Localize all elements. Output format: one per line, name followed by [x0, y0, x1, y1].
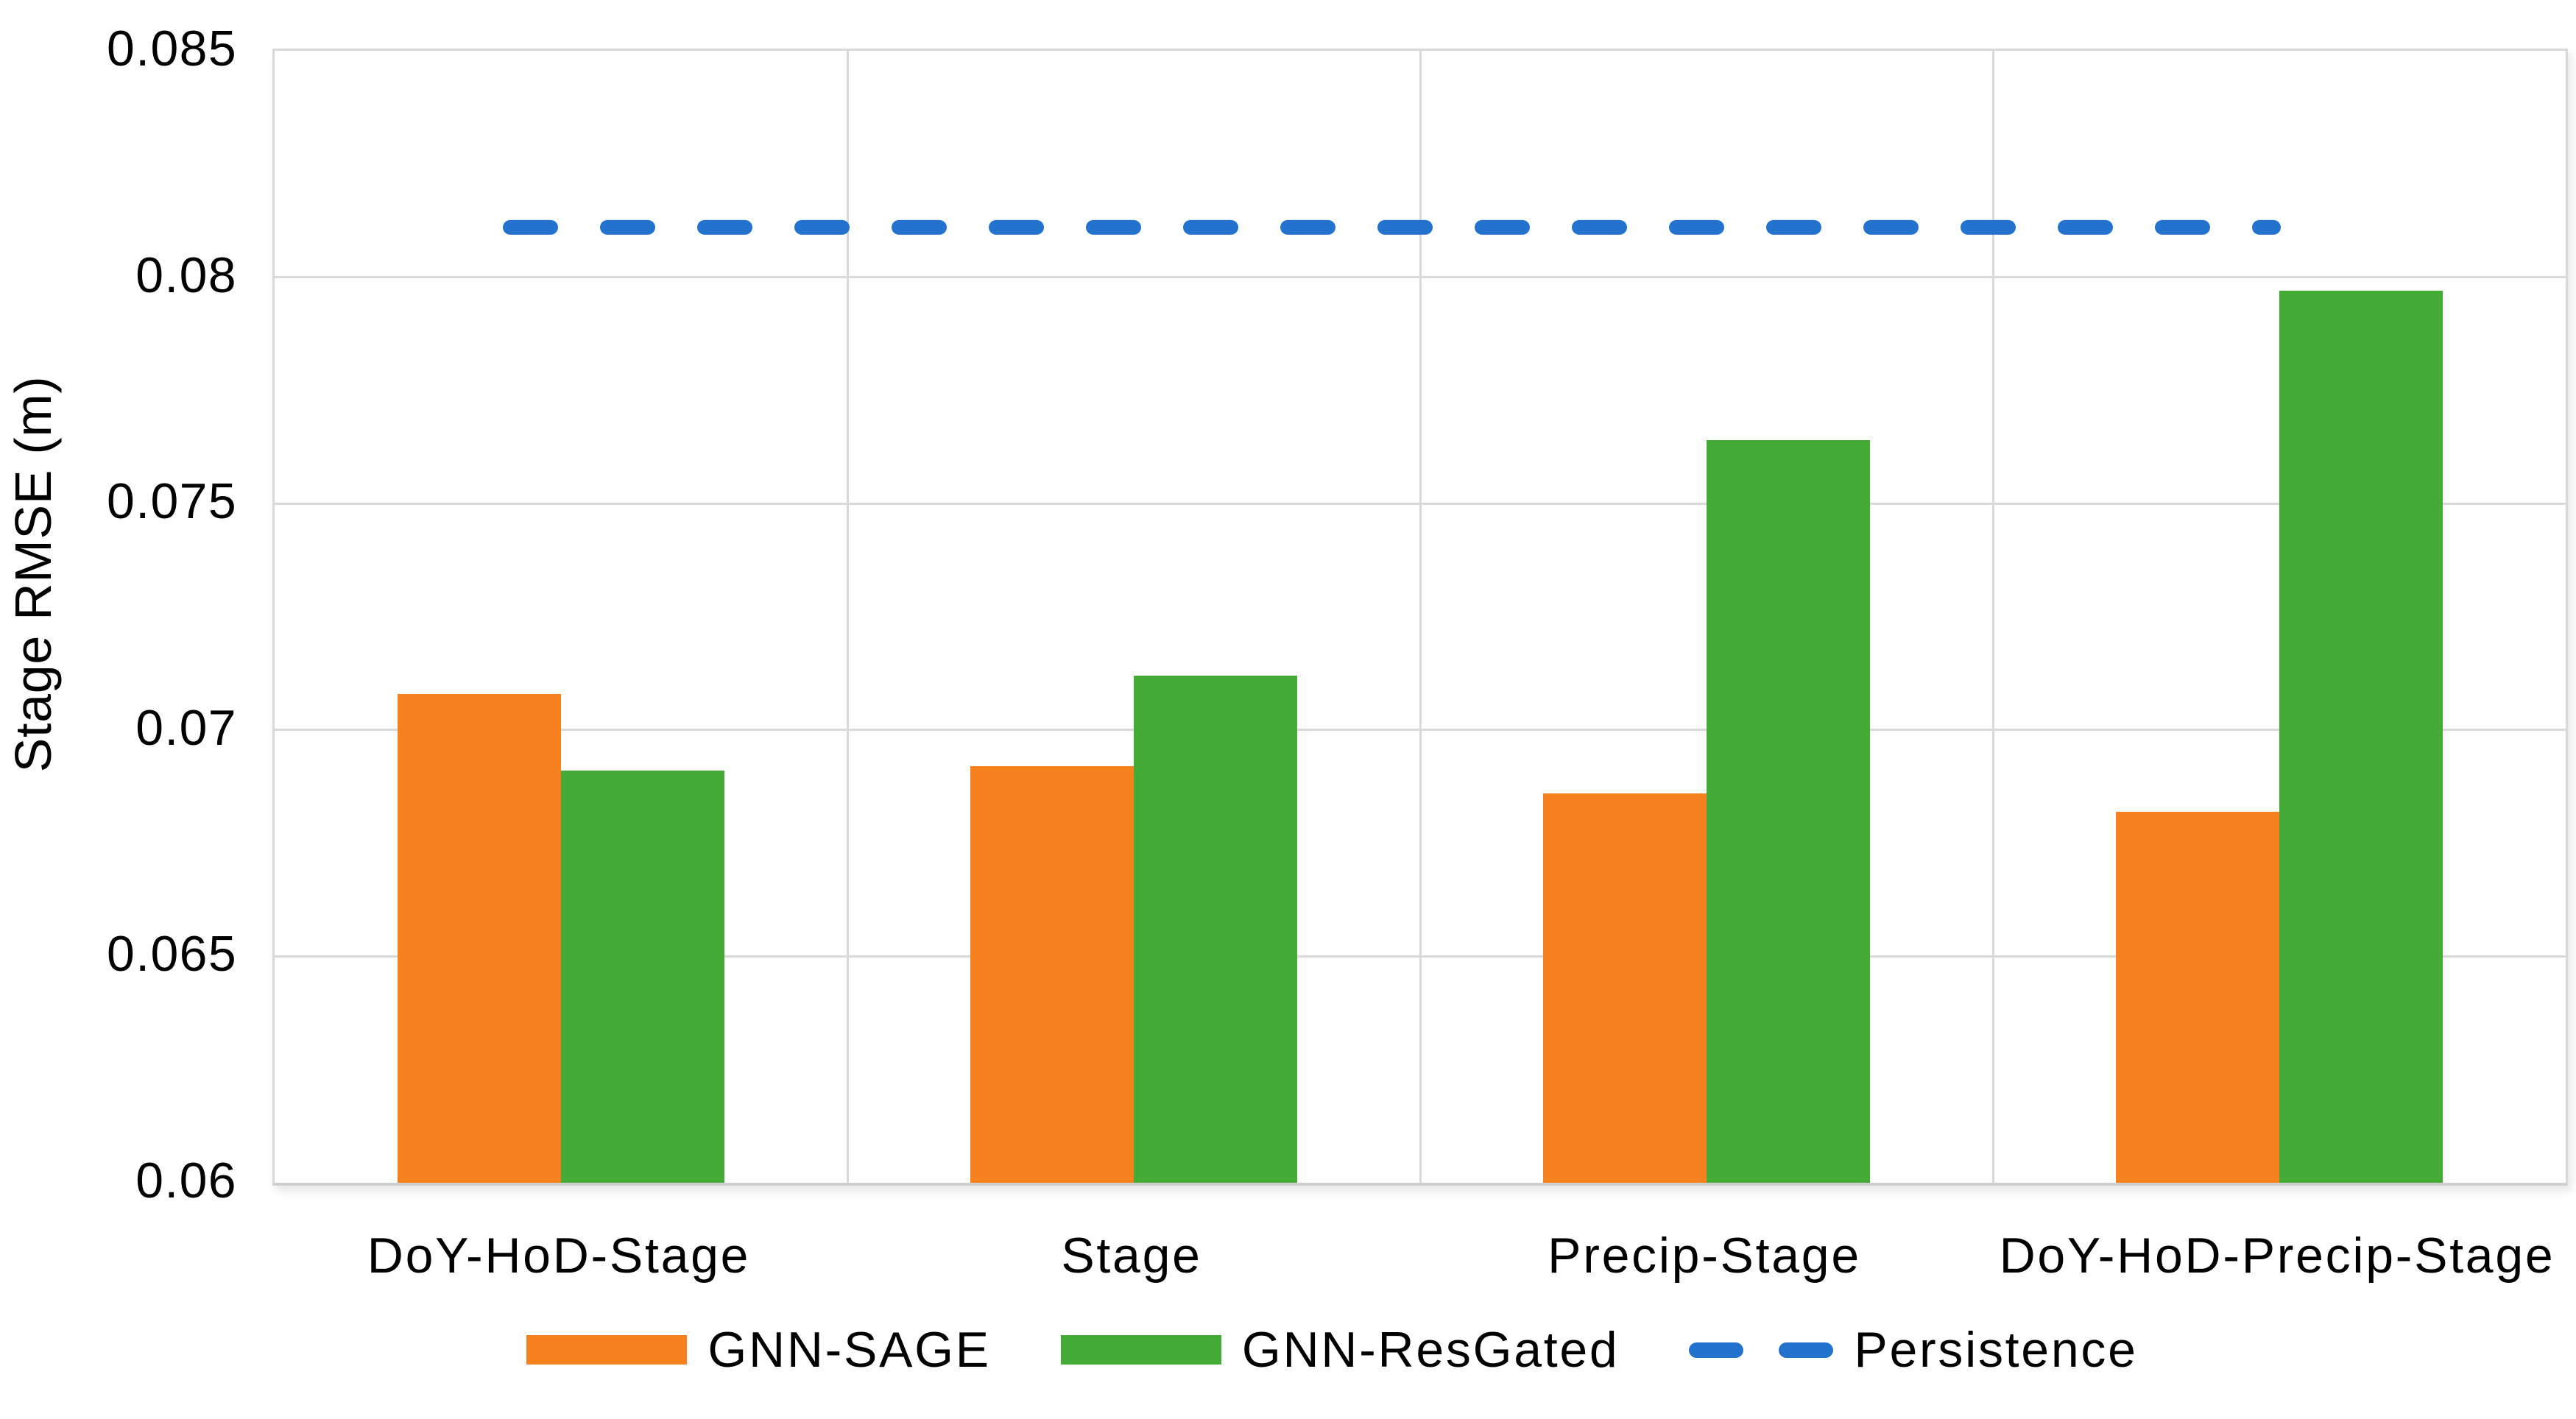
legend-label-gnn-resgated: GNN-ResGated	[1241, 1322, 1620, 1378]
legend-label-persistence: Persistence	[1854, 1322, 2138, 1378]
y-tick-label-0.065: 0.065	[107, 926, 237, 983]
y-axis-title: Stage RMSE (m)	[4, 375, 62, 773]
chart-legend: GNN-SAGE GNN-ResGated Persistence	[44, 1325, 2576, 1375]
x-category-label-doy-hod-precip-stage: DoY-HoD-Precip-Stage	[1999, 1228, 2555, 1284]
y-tick-label-0.06: 0.06	[135, 1153, 237, 1209]
gridline-x-separator-3	[1991, 51, 1994, 1183]
gridline-x-separator-2	[1419, 51, 1422, 1183]
x-category-label-precip-stage: Precip-Stage	[1548, 1228, 1861, 1284]
legend-swatch-gnn-sage	[526, 1335, 688, 1365]
x-category-label-stage: Stage	[1061, 1228, 1202, 1284]
x-category-label-doy-hod-stage: DoY-HoD-Stage	[367, 1228, 751, 1284]
legend-dash-segment	[1689, 1342, 1744, 1358]
legend-item-gnn-resgated: GNN-ResGated	[1060, 1322, 1620, 1378]
y-tick-label-0.07: 0.07	[135, 699, 237, 756]
bar-gnn-sage-precip-stage	[1543, 793, 1707, 1183]
legend-swatch-gnn-resgated	[1060, 1335, 1221, 1365]
legend-dash-segment	[1779, 1342, 1834, 1358]
bar-gnn-resgated-stage	[1134, 675, 1297, 1183]
gridline-x-separator-1	[846, 51, 849, 1183]
y-tick-label-0.075: 0.075	[107, 473, 237, 530]
y-tick-label-0.085: 0.085	[107, 21, 237, 77]
plot-area	[272, 49, 2568, 1186]
bar-gnn-sage-stage	[970, 766, 1134, 1183]
legend-dash-icon	[1689, 1342, 1834, 1358]
bar-gnn-sage-doy-hod-stage	[398, 693, 561, 1183]
bar-gnn-resgated-doy-hod-precip-stage	[2279, 291, 2443, 1183]
legend-label-gnn-sage: GNN-SAGE	[707, 1322, 991, 1378]
bar-gnn-resgated-doy-hod-stage	[561, 771, 724, 1183]
y-tick-label-0.08: 0.08	[135, 247, 237, 303]
bar-gnn-sage-doy-hod-precip-stage	[2116, 811, 2279, 1183]
legend-item-gnn-sage: GNN-SAGE	[526, 1325, 990, 1375]
bar-gnn-resgated-precip-stage	[1707, 440, 1870, 1183]
legend-item-persistence: Persistence	[1689, 1325, 2137, 1375]
